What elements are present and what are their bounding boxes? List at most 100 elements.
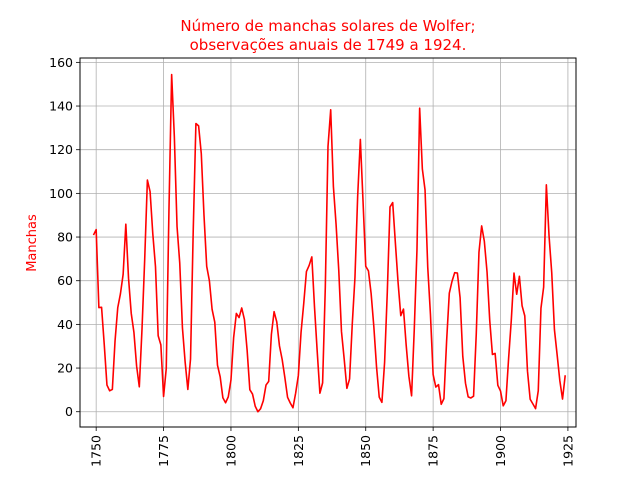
- data-point: [505, 400, 507, 402]
- x-tick-label: 1775: [156, 435, 171, 467]
- data-point: [386, 291, 388, 293]
- data-point: [241, 307, 243, 309]
- data-point: [383, 361, 385, 363]
- data-point: [313, 306, 315, 308]
- data-point: [303, 302, 305, 304]
- data-point: [432, 373, 434, 375]
- data-point: [125, 223, 127, 225]
- data-point: [230, 379, 232, 381]
- data-point: [119, 293, 121, 295]
- data-point: [378, 396, 380, 398]
- data-point: [195, 122, 197, 124]
- data-point: [135, 365, 137, 367]
- y-tick-label: 160: [49, 55, 73, 70]
- data-point: [537, 390, 539, 392]
- data-point: [413, 328, 415, 330]
- data-point: [235, 312, 237, 314]
- data-point: [262, 400, 264, 402]
- data-point: [276, 321, 278, 323]
- data-point: [330, 109, 332, 111]
- data-point: [462, 355, 464, 357]
- data-point: [418, 107, 420, 109]
- data-point: [440, 403, 442, 405]
- data-point: [100, 306, 102, 308]
- data-point: [200, 153, 202, 155]
- data-point: [179, 262, 181, 264]
- data-point: [251, 393, 253, 395]
- data-point: [111, 388, 113, 390]
- data-point: [464, 382, 466, 384]
- data-point: [259, 407, 261, 409]
- y-tick-label: 60: [57, 273, 73, 288]
- data-point: [254, 405, 256, 407]
- y-tick-label: 40: [57, 317, 73, 332]
- data-point: [435, 386, 437, 388]
- data-point: [146, 179, 148, 181]
- data-point: [219, 376, 221, 378]
- data-point: [532, 403, 534, 405]
- data-point: [316, 350, 318, 352]
- data-point: [486, 271, 488, 273]
- data-point: [270, 333, 272, 335]
- x-tick-label: 1925: [560, 435, 575, 467]
- y-tick-label: 80: [57, 230, 73, 245]
- y-tick-label: 100: [49, 186, 73, 201]
- data-point: [437, 383, 439, 385]
- data-point: [273, 311, 275, 313]
- data-point: [168, 209, 170, 211]
- data-point: [95, 228, 97, 230]
- data-point: [335, 223, 337, 225]
- data-point: [356, 195, 358, 197]
- data-point: [138, 386, 140, 388]
- data-point: [524, 315, 526, 317]
- chart-title-line-2: observações anuais de 1749 a 1924.: [190, 36, 467, 54]
- data-point: [542, 286, 544, 288]
- data-point: [472, 395, 474, 397]
- data-point: [173, 136, 175, 138]
- x-tick-label: 1825: [291, 435, 306, 467]
- data-point: [130, 312, 132, 314]
- data-point: [497, 384, 499, 386]
- data-point: [165, 367, 167, 369]
- y-tick-label: 140: [49, 99, 73, 114]
- data-point: [467, 396, 469, 398]
- data-point: [141, 328, 143, 330]
- data-point: [152, 232, 154, 234]
- x-axis: 1750 1775 1800 1825 1850 1875 1900 1925: [89, 427, 575, 467]
- data-point: [227, 396, 229, 398]
- data-point: [319, 392, 321, 394]
- data-point: [470, 397, 472, 399]
- data-point: [208, 280, 210, 282]
- data-point: [405, 344, 407, 346]
- data-point: [427, 266, 429, 268]
- plot-area-frame: [79, 57, 577, 428]
- data-point: [540, 307, 542, 309]
- y-axis: 0 20 40 60 80 100 120 140 160: [49, 55, 80, 419]
- data-point: [499, 390, 501, 392]
- data-point: [289, 402, 291, 404]
- x-tick-label: 1875: [426, 435, 441, 467]
- data-point: [402, 308, 404, 310]
- data-point: [257, 411, 259, 413]
- data-point: [548, 235, 550, 237]
- data-point: [451, 280, 453, 282]
- data-point: [410, 395, 412, 397]
- data-point: [214, 321, 216, 323]
- data-point: [429, 313, 431, 315]
- data-point: [232, 336, 234, 338]
- data-point: [149, 190, 151, 192]
- data-point: [268, 380, 270, 382]
- data-point: [103, 343, 105, 345]
- data-point: [216, 364, 218, 366]
- data-point: [365, 265, 367, 267]
- data-point: [281, 358, 283, 360]
- data-point: [534, 407, 536, 409]
- data-point: [340, 330, 342, 332]
- data-point: [448, 292, 450, 294]
- data-point: [324, 286, 326, 288]
- data-point: [502, 405, 504, 407]
- data-point: [394, 242, 396, 244]
- y-tick-label: 120: [49, 142, 73, 157]
- data-point: [392, 201, 394, 203]
